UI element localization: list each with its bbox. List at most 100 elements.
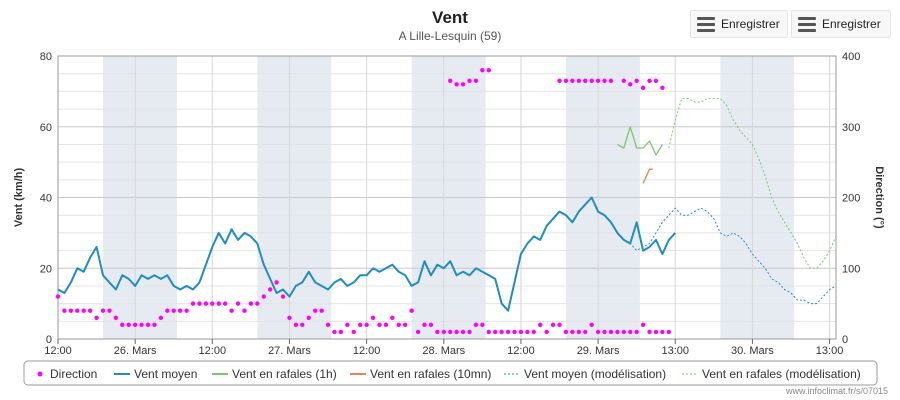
direction-point-19 xyxy=(177,308,183,313)
direction-point-62 xyxy=(454,329,459,335)
direction-point-64 xyxy=(467,329,472,335)
series-direction-points xyxy=(55,67,672,335)
direction-point-46 xyxy=(351,329,356,335)
direction-point-45 xyxy=(345,322,350,328)
direction-point-74 xyxy=(531,329,537,335)
export-button-2-label: Enregistrer xyxy=(822,17,881,31)
x-tick-label-2: 12:00 xyxy=(199,345,227,357)
direction-point-2 xyxy=(68,308,74,313)
x-tick-label-0: 12:00 xyxy=(44,345,72,357)
direction-point-30 xyxy=(248,301,254,306)
series-line-3 xyxy=(642,168,653,184)
direction-point-81 xyxy=(576,329,582,335)
direction-point-39 xyxy=(306,315,311,320)
chart-subtitle: A Lille-Lesquin (59) xyxy=(398,29,502,43)
direction-point-3 xyxy=(75,308,80,313)
legend-box xyxy=(23,360,878,386)
direction-point-101 xyxy=(480,67,485,73)
direction-point-108 xyxy=(589,78,594,83)
direction-point-57 xyxy=(422,322,427,328)
chart-title: Vent xyxy=(432,8,468,27)
direction-point-49 xyxy=(370,315,376,320)
direction-point-67 xyxy=(486,329,491,335)
direction-point-95 xyxy=(666,329,672,335)
direction-point-6 xyxy=(94,315,99,320)
direction-point-107 xyxy=(583,78,588,83)
direction-point-97 xyxy=(454,82,459,87)
direction-point-94 xyxy=(660,329,665,335)
direction-point-103 xyxy=(557,78,562,83)
direction-point-50 xyxy=(377,322,382,328)
direction-point-65 xyxy=(473,322,479,328)
credit-link[interactable]: www.infoclimat.fr/s/07015 xyxy=(785,386,888,396)
direction-point-113 xyxy=(628,82,633,87)
direction-point-96 xyxy=(448,78,453,83)
series-line-4 xyxy=(617,207,837,305)
direction-point-109 xyxy=(595,78,601,83)
direction-point-20 xyxy=(184,308,189,313)
direction-point-4 xyxy=(81,308,86,313)
direction-point-16 xyxy=(158,315,164,320)
direction-point-1 xyxy=(62,308,67,313)
direction-point-7 xyxy=(100,308,106,313)
direction-point-48 xyxy=(364,322,369,328)
direction-point-85 xyxy=(602,329,607,335)
direction-point-21 xyxy=(190,301,196,306)
direction-point-116 xyxy=(647,78,652,83)
direction-point-71 xyxy=(512,329,517,335)
direction-point-60 xyxy=(441,329,446,335)
hamburger-menu-icon xyxy=(697,16,715,32)
direction-point-26 xyxy=(222,301,228,306)
direction-point-24 xyxy=(210,301,215,306)
direction-point-76 xyxy=(544,329,549,335)
direction-point-56 xyxy=(415,329,421,335)
direction-point-112 xyxy=(621,78,627,83)
direction-point-22 xyxy=(197,301,202,306)
x-tick-label-10: 13:00 xyxy=(816,345,844,357)
direction-point-87 xyxy=(615,329,620,335)
direction-point-61 xyxy=(448,329,453,335)
direction-point-75 xyxy=(538,322,543,328)
plot-frame xyxy=(57,55,837,340)
y-right-tick-label-2: 200 xyxy=(842,193,860,205)
direction-point-91 xyxy=(640,322,646,328)
direction-point-106 xyxy=(576,78,582,83)
x-tick-label-4: 12:00 xyxy=(353,345,381,357)
export-button-1-label: Enregistrer xyxy=(721,17,780,31)
direction-point-54 xyxy=(403,322,408,328)
legend-label-4: Vent moyen (modélisation) xyxy=(524,367,666,381)
y-left-axis-title: Vent (km/h) xyxy=(13,168,25,228)
series-line-2 xyxy=(617,126,663,156)
direction-point-15 xyxy=(152,322,157,328)
direction-point-32 xyxy=(261,294,266,299)
export-button-2[interactable]: Enregistrer xyxy=(791,10,891,38)
direction-point-63 xyxy=(460,329,466,335)
direction-point-35 xyxy=(280,294,286,299)
direction-point-58 xyxy=(428,322,434,328)
direction-point-88 xyxy=(621,329,627,335)
direction-point-92 xyxy=(647,329,652,335)
direction-point-18 xyxy=(171,308,176,313)
direction-point-73 xyxy=(525,329,530,335)
direction-point-53 xyxy=(396,322,401,328)
direction-point-59 xyxy=(435,329,440,335)
direction-point-40 xyxy=(312,308,318,313)
direction-point-86 xyxy=(608,329,614,335)
direction-point-31 xyxy=(255,301,260,306)
direction-point-17 xyxy=(165,308,170,313)
direction-point-42 xyxy=(325,322,331,328)
y-right-tick-label-4: 400 xyxy=(842,51,860,63)
direction-point-72 xyxy=(518,329,524,335)
export-button-1[interactable]: Enregistrer xyxy=(690,10,788,38)
legend-label-0: Direction xyxy=(50,367,97,381)
direction-point-117 xyxy=(653,78,659,83)
direction-point-11 xyxy=(126,322,131,328)
direction-point-118 xyxy=(660,85,665,91)
direction-point-90 xyxy=(634,329,639,335)
direction-point-12 xyxy=(132,322,138,328)
direction-point-69 xyxy=(499,329,504,335)
direction-point-36 xyxy=(287,315,292,320)
direction-point-47 xyxy=(357,322,363,328)
direction-point-102 xyxy=(486,67,491,73)
y-left-tick-label-0: 0 xyxy=(46,334,52,346)
